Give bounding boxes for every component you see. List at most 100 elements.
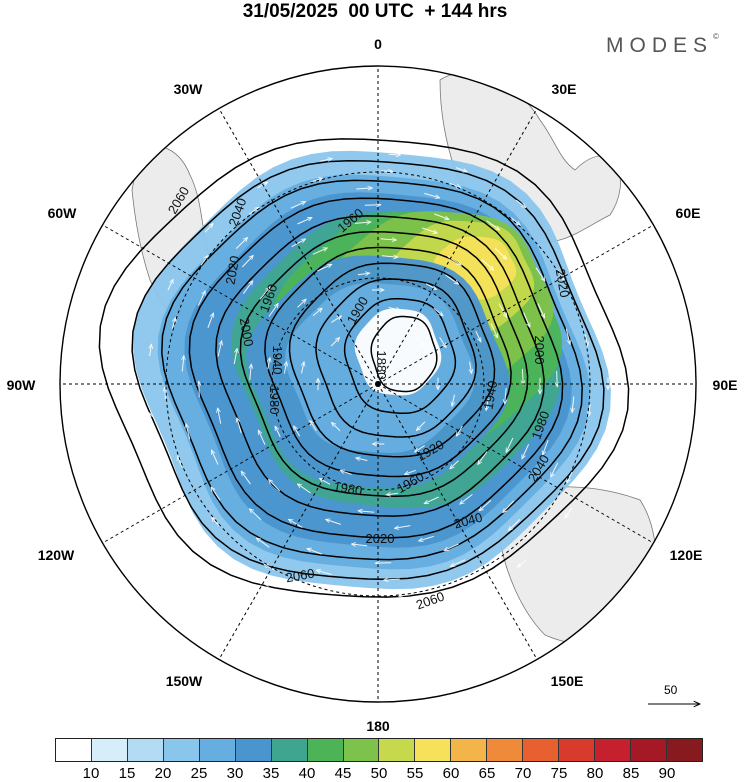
colorbar-tick-label: 75 bbox=[550, 765, 568, 782]
wind-vector bbox=[297, 299, 307, 308]
wind-vector bbox=[475, 330, 482, 342]
contour-label-text: 1940 bbox=[481, 380, 501, 411]
contour-label: 1980 bbox=[267, 386, 282, 415]
wind-vector bbox=[364, 205, 381, 206]
wind-vector bbox=[290, 201, 306, 209]
colorbar-tick-label: 50 bbox=[370, 765, 388, 782]
lon-label-120e: 120E bbox=[670, 547, 703, 563]
wind-vector bbox=[390, 613, 402, 614]
latitude-circle bbox=[271, 277, 485, 491]
wind-vector bbox=[182, 356, 184, 372]
colorbar-swatch bbox=[163, 739, 200, 761]
height-contour bbox=[131, 159, 605, 581]
lon-label-150e: 150E bbox=[551, 673, 584, 689]
wind-vector bbox=[356, 188, 372, 189]
graticule bbox=[60, 66, 696, 702]
wind-vector bbox=[425, 283, 437, 290]
colorbar-swatch bbox=[631, 739, 667, 761]
wind-vector bbox=[356, 458, 368, 461]
wind-vector bbox=[312, 247, 328, 255]
wind-vector bbox=[310, 421, 317, 431]
lon-label-90e: 90E bbox=[713, 377, 738, 393]
colorbar-swatch bbox=[451, 739, 488, 761]
wind-vector bbox=[351, 544, 368, 546]
colorbar-tick-label: 65 bbox=[478, 765, 496, 782]
wind-vector bbox=[186, 424, 191, 440]
wind-vector bbox=[388, 154, 401, 155]
wind-vector bbox=[242, 281, 253, 294]
meridian-line bbox=[377, 383, 654, 544]
wind-vector bbox=[470, 361, 472, 374]
lon-label-180: 180 bbox=[366, 718, 390, 734]
colorbar-swatch bbox=[379, 739, 416, 761]
colorbar-tick-label: 35 bbox=[262, 765, 280, 782]
wind-vector bbox=[478, 451, 488, 465]
wind-vector bbox=[256, 538, 270, 548]
wind-vector bbox=[165, 387, 166, 399]
wind-vector bbox=[466, 572, 478, 579]
wind-vector bbox=[439, 337, 447, 347]
wind-vector bbox=[167, 479, 175, 490]
colorbar-tick-label: 55 bbox=[406, 765, 424, 782]
lon-label-150w: 150W bbox=[166, 673, 203, 689]
wind-vector bbox=[264, 564, 275, 571]
pole-marker bbox=[375, 381, 381, 387]
wind-vector bbox=[525, 529, 534, 539]
wind-vector bbox=[294, 426, 301, 437]
wind-vector bbox=[218, 408, 222, 424]
wind-vector bbox=[331, 316, 341, 323]
wind-vector bbox=[289, 519, 303, 528]
contour-label: 1940 bbox=[481, 380, 501, 411]
contour-label-text: 2000 bbox=[532, 336, 547, 365]
colorbar-ticks: 10 15 20 25 30 35 40 45 50 55 60 65 70 75 80 85 90 bbox=[55, 763, 703, 782]
contour-label-text: 2000 bbox=[237, 317, 257, 348]
contour-label-text: 2020 bbox=[366, 531, 395, 546]
reference-vector-label: 50 bbox=[664, 683, 678, 697]
colorbar-tick-label: 80 bbox=[586, 765, 604, 782]
colorbar-tick-label: 60 bbox=[442, 765, 460, 782]
wind-vector bbox=[197, 291, 206, 306]
contour-label: 2060 bbox=[285, 566, 316, 586]
wind-vector bbox=[380, 239, 397, 240]
wind-vectors bbox=[150, 154, 608, 614]
contour-label-text: 1980 bbox=[332, 479, 363, 499]
colorbar-swatch bbox=[487, 739, 524, 761]
wind-vector bbox=[211, 487, 221, 501]
lon-label-60w: 60W bbox=[48, 205, 78, 221]
lon-label-0: 0 bbox=[374, 36, 382, 52]
meridian-line bbox=[377, 383, 538, 660]
wind-vector bbox=[481, 259, 494, 271]
height-contour bbox=[98, 138, 630, 598]
wind-vector bbox=[498, 303, 507, 318]
wind-vector bbox=[523, 312, 530, 328]
wind-vector bbox=[388, 308, 401, 311]
wind-vector bbox=[505, 387, 507, 404]
wind-vector bbox=[445, 274, 459, 284]
colorbar-swatch bbox=[666, 739, 702, 761]
wind-vector bbox=[543, 440, 549, 455]
colorbar-swatch bbox=[271, 739, 308, 761]
wind-vector bbox=[268, 303, 278, 317]
wind-vector bbox=[486, 220, 500, 230]
wind-vector bbox=[399, 595, 411, 597]
wind-vector bbox=[321, 607, 334, 610]
wind-vector bbox=[510, 217, 520, 226]
lon-label-120w: 120W bbox=[38, 547, 75, 563]
wind-vector bbox=[268, 358, 270, 370]
wind-vector bbox=[452, 394, 455, 407]
wind-vector bbox=[508, 519, 521, 530]
map-border bbox=[59, 65, 697, 703]
wind-vector bbox=[375, 563, 392, 564]
meridian-line bbox=[102, 383, 379, 544]
wind-vector bbox=[444, 543, 459, 552]
wind-vector bbox=[565, 507, 573, 518]
wind-vector bbox=[380, 171, 393, 172]
wind-vector bbox=[572, 396, 574, 413]
wind-vector bbox=[595, 309, 600, 322]
wind-vector bbox=[434, 213, 449, 220]
wind-vector bbox=[317, 263, 332, 272]
wind-vector bbox=[212, 517, 220, 527]
wind-vector bbox=[455, 167, 467, 172]
brand-logo: MODES© bbox=[606, 32, 719, 58]
